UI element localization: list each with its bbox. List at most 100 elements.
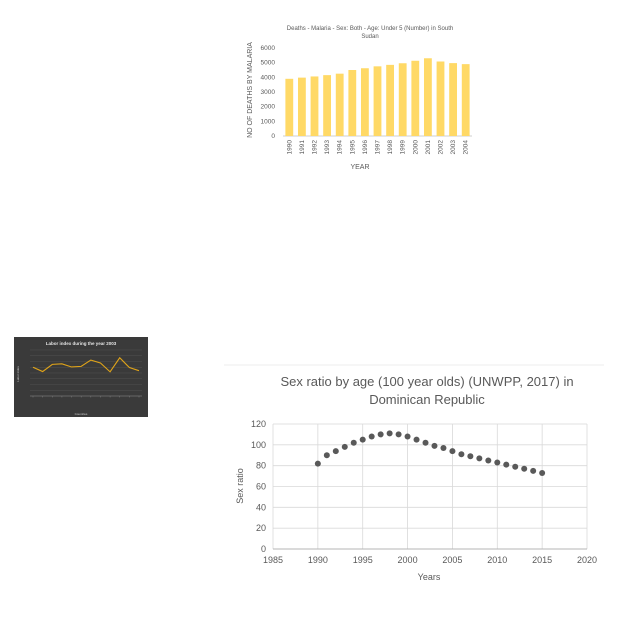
data-point xyxy=(449,448,456,455)
data-point xyxy=(467,453,474,460)
bar xyxy=(310,76,319,136)
chart-title-line2: Dominican Republic xyxy=(369,392,485,407)
data-point xyxy=(341,443,348,450)
bar xyxy=(423,58,432,137)
labor-index-chart: Labor index during the year 2003 Labor i… xyxy=(14,337,148,417)
chart-title-line2: Sudan xyxy=(361,34,378,40)
data-point xyxy=(377,431,384,438)
x-tick-label: 1992 xyxy=(312,140,319,155)
y-tick-label: 80 xyxy=(256,461,266,471)
data-point xyxy=(485,457,492,464)
data-point xyxy=(332,448,339,455)
bars-group: 0 1000 2000 3000 4000 5000 6000 1990 1991 1992 199… xyxy=(261,45,472,154)
x-tick-label: 2001 xyxy=(425,140,432,155)
x-tick-label: 1997 xyxy=(375,140,382,155)
bar xyxy=(285,78,294,136)
y-tick-label: 120 xyxy=(251,419,266,429)
x-tick-label: 1999 xyxy=(400,140,407,155)
x-tick-label: 2015 xyxy=(532,555,552,565)
data-point xyxy=(458,451,465,458)
chart-title-line1: Sex ratio by age (100 year olds) (UNWPP,… xyxy=(280,374,573,389)
x-tick-label: 1991 xyxy=(299,140,306,155)
x-tick-label: 1998 xyxy=(387,140,394,155)
y-tick-label: 4000 xyxy=(261,74,276,81)
y-tick-label: 5000 xyxy=(261,60,276,67)
data-point xyxy=(431,442,438,449)
x-tick-label: 1993 xyxy=(324,140,331,155)
y-tick-label: 0 xyxy=(271,133,275,140)
sex-ratio-svg: Sex ratio by age (100 year olds) (UNWPP,… xyxy=(224,364,604,582)
x-tick-label: 1995 xyxy=(353,555,373,565)
x-tick-label: 2000 xyxy=(412,140,419,155)
y-tick-label: 60 xyxy=(256,482,266,492)
x-tick-label: 2002 xyxy=(438,140,445,155)
x-tick-label: 2003 xyxy=(450,140,457,155)
bar xyxy=(373,66,382,136)
chart-background xyxy=(14,337,148,417)
data-point xyxy=(503,461,510,468)
y-tick-label: 2000 xyxy=(261,104,276,111)
bar xyxy=(360,68,369,136)
y-tick-label: 100 xyxy=(251,440,266,450)
x-tick-label: 2020 xyxy=(577,555,597,565)
bar xyxy=(436,61,445,136)
bar xyxy=(411,60,420,137)
series-line xyxy=(32,356,140,373)
data-point xyxy=(404,433,411,440)
data-point xyxy=(476,455,483,462)
plot-group: 0 20 40 60 80 100 120 1985 1990 1995 2000 2005 2010 2… xyxy=(251,419,597,565)
y-tick-label: 20 xyxy=(256,523,266,533)
chart-title: Labor index during the year 2003 xyxy=(46,341,117,346)
bar xyxy=(398,63,407,136)
bar xyxy=(297,77,306,136)
data-point xyxy=(530,467,537,474)
x-tick-label: 1994 xyxy=(337,140,344,155)
y-axis-label: Labor index xyxy=(16,366,20,382)
x-tick-label: 2000 xyxy=(398,555,418,565)
x-tick-label: 1990 xyxy=(286,140,293,155)
y-tick-label: 3000 xyxy=(261,89,276,96)
data-point xyxy=(440,444,447,451)
x-tick-label: 1996 xyxy=(362,140,369,155)
bar xyxy=(335,73,344,136)
data-point xyxy=(422,439,429,446)
bar xyxy=(348,70,357,136)
x-tick-label: 2004 xyxy=(463,140,470,155)
plot-group xyxy=(30,349,142,398)
chart-title-line1: Deaths - Malaria - Sex: Both - Age: Unde… xyxy=(287,26,453,32)
y-axis-label: NO OF DEATHS BY MALARIA xyxy=(247,42,254,138)
data-point xyxy=(539,469,546,476)
malaria-deaths-svg: Deaths - Malaria - Sex: Both - Age: Unde… xyxy=(247,26,472,171)
data-point xyxy=(521,465,528,472)
data-point xyxy=(413,436,420,443)
labor-index-svg: Labor index during the year 2003 Labor i… xyxy=(14,337,148,417)
x-tick-label: 2005 xyxy=(442,555,462,565)
data-point xyxy=(314,460,321,467)
data-point xyxy=(395,431,402,438)
bar xyxy=(386,64,395,136)
y-tick-label: 0 xyxy=(261,544,266,554)
data-point xyxy=(386,430,393,437)
x-tick-label: 2010 xyxy=(487,555,507,565)
data-point xyxy=(494,459,501,466)
y-tick-label: 1000 xyxy=(261,118,276,125)
x-axis-label: YEAR xyxy=(350,164,369,171)
sex-ratio-chart: Sex ratio by age (100 year olds) (UNWPP,… xyxy=(224,364,610,590)
data-point xyxy=(368,433,375,440)
x-axis-label: Countries xyxy=(75,412,88,416)
x-tick-label: 1995 xyxy=(349,140,356,155)
x-tick-label: 1985 xyxy=(263,555,283,565)
y-axis-label: Sex ratio xyxy=(235,468,245,504)
bar xyxy=(449,63,458,136)
y-tick-label: 6000 xyxy=(261,45,276,52)
x-tick-label: 1990 xyxy=(308,555,328,565)
y-tick-label: 40 xyxy=(256,502,266,512)
data-point xyxy=(359,436,366,443)
data-point xyxy=(512,463,519,470)
bar xyxy=(461,64,470,136)
x-axis-label: Years xyxy=(418,572,441,582)
data-point xyxy=(350,439,357,446)
bar xyxy=(323,75,332,136)
malaria-deaths-chart: Deaths - Malaria - Sex: Both - Age: Unde… xyxy=(240,18,480,178)
data-point xyxy=(323,452,330,459)
